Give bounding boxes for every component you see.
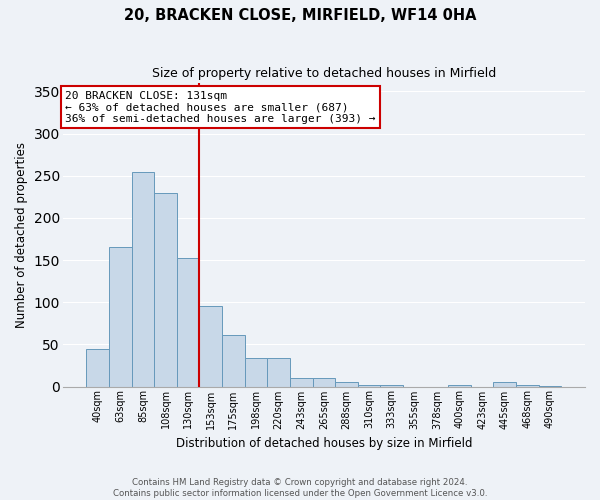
Bar: [268, 358, 290, 386]
Bar: [448, 385, 471, 386]
Title: Size of property relative to detached houses in Mirfield: Size of property relative to detached ho…: [152, 68, 496, 80]
Bar: [177, 258, 199, 386]
Bar: [290, 378, 313, 386]
Bar: [222, 335, 245, 386]
Bar: [154, 192, 177, 386]
Bar: [493, 382, 516, 386]
Bar: [109, 248, 131, 386]
Bar: [131, 172, 154, 386]
Bar: [516, 385, 539, 386]
Bar: [245, 358, 268, 386]
Text: Contains HM Land Registry data © Crown copyright and database right 2024.
Contai: Contains HM Land Registry data © Crown c…: [113, 478, 487, 498]
Bar: [86, 348, 109, 387]
Bar: [199, 306, 222, 386]
Text: 20 BRACKEN CLOSE: 131sqm
← 63% of detached houses are smaller (687)
36% of semi-: 20 BRACKEN CLOSE: 131sqm ← 63% of detach…: [65, 90, 376, 124]
Text: 20, BRACKEN CLOSE, MIRFIELD, WF14 0HA: 20, BRACKEN CLOSE, MIRFIELD, WF14 0HA: [124, 8, 476, 22]
Bar: [380, 385, 403, 386]
X-axis label: Distribution of detached houses by size in Mirfield: Distribution of detached houses by size …: [176, 437, 472, 450]
Y-axis label: Number of detached properties: Number of detached properties: [15, 142, 28, 328]
Bar: [335, 382, 358, 386]
Bar: [358, 385, 380, 386]
Bar: [313, 378, 335, 386]
